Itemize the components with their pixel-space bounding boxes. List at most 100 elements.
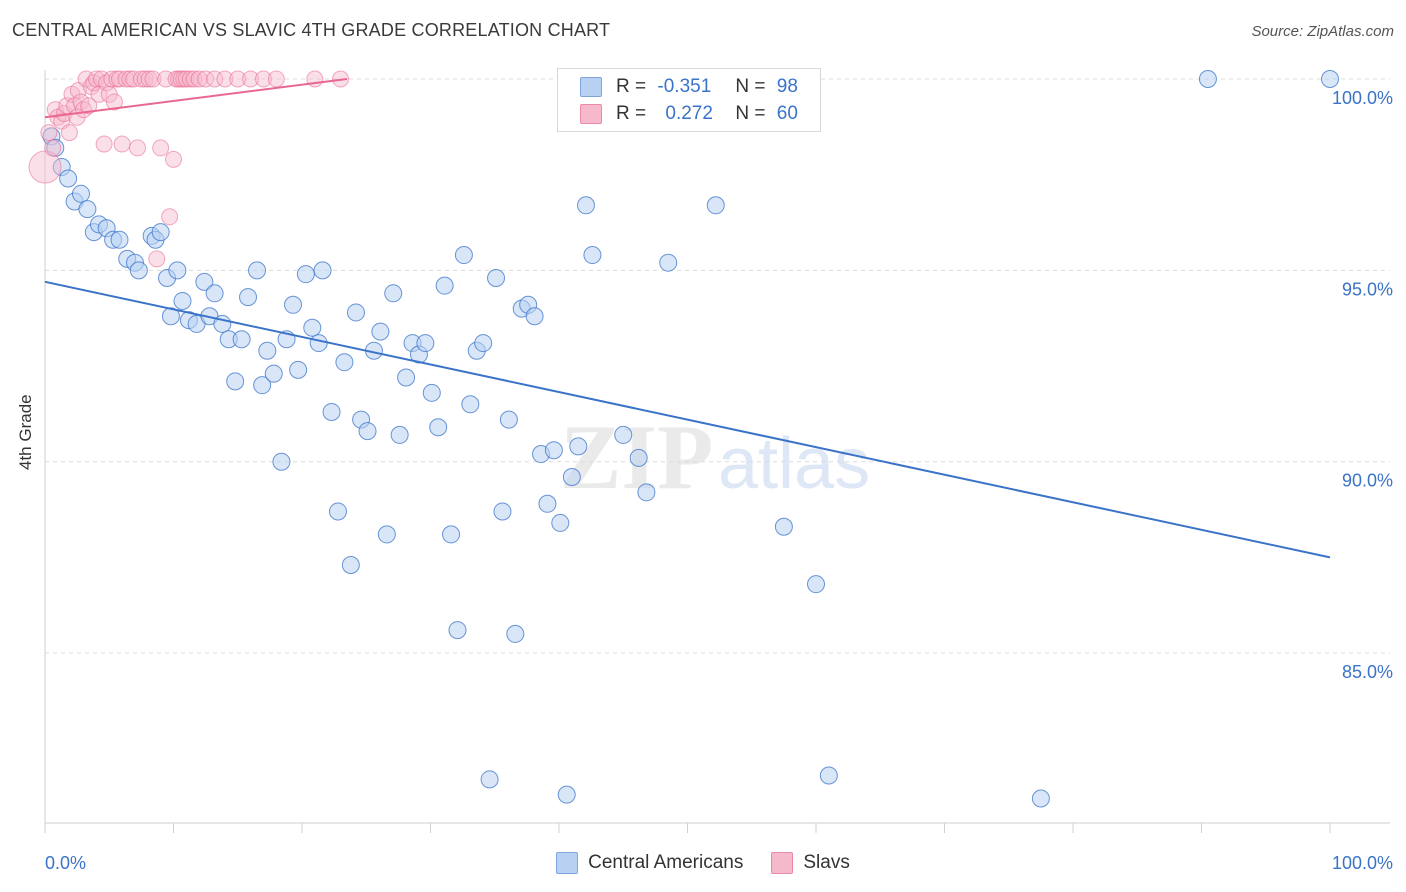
data-point-central-americans	[309, 334, 328, 353]
y-tick-label: 90.0%	[1342, 471, 1393, 491]
y-tick-labels: 100.0% 95.0% 90.0% 85.0%	[1332, 88, 1393, 682]
legend-r-value: 0.272	[665, 103, 713, 124]
legend-item-slavs[interactable]: Slavs	[771, 852, 850, 874]
data-point-central-americans	[313, 261, 332, 280]
legend-swatch-pink	[580, 104, 602, 124]
data-point-central-americans	[576, 196, 595, 215]
data-point-central-americans	[284, 295, 303, 314]
data-point-central-americans	[195, 272, 214, 291]
data-point-central-americans	[551, 513, 570, 532]
data-point-central-americans	[562, 468, 581, 487]
data-point-central-americans	[706, 196, 725, 215]
data-point-central-americans	[442, 525, 461, 544]
data-point-slavs	[105, 93, 123, 111]
data-point-slavs	[197, 70, 215, 88]
legend-label-slavs: Slavs	[803, 852, 850, 873]
legend-r-value: -0.351	[657, 76, 712, 97]
series-central-americans	[42, 70, 1339, 808]
legend-r-label: R =	[616, 103, 647, 124]
data-point-central-americans	[544, 441, 563, 460]
y-tick-label: 95.0%	[1342, 279, 1393, 299]
data-point-central-americans	[525, 307, 544, 326]
data-point-central-americans	[173, 291, 192, 310]
data-point-slavs	[129, 139, 147, 157]
data-point-central-americans	[296, 265, 315, 284]
legend-n-value: 60	[776, 103, 798, 124]
y-tick-label: 85.0%	[1342, 662, 1393, 682]
data-point-central-americans	[248, 261, 267, 280]
chart-title: CENTRAL AMERICAN VS SLAVIC 4TH GRADE COR…	[12, 20, 611, 40]
data-point-central-americans	[1031, 789, 1050, 808]
data-point-central-americans	[289, 360, 308, 379]
data-point-central-americans	[637, 483, 656, 502]
legend-label-central-americans: Central Americans	[588, 852, 744, 873]
legend-swatch-blue	[580, 77, 602, 97]
data-point-slavs	[190, 70, 208, 88]
data-point-central-americans	[397, 368, 416, 387]
data-point-central-americans	[59, 169, 78, 188]
data-point-central-americans	[819, 766, 838, 785]
legend-n-label: N =	[735, 76, 766, 97]
data-point-slavs	[152, 139, 170, 157]
legend-row-slavs: R = 0.272 N = 60	[580, 102, 798, 126]
source-note: Source: ZipAtlas.com	[1251, 23, 1394, 40]
data-point-central-americans	[538, 494, 557, 513]
legend-n-value: 98	[776, 76, 798, 97]
x-tick-labels: 0.0% 100.0%	[45, 853, 1393, 873]
legend-item-central-americans[interactable]: Central Americans	[556, 852, 743, 874]
data-point-central-americans	[448, 621, 467, 640]
data-point-central-americans	[239, 288, 258, 307]
axes	[44, 70, 1390, 833]
data-point-central-americans	[1321, 70, 1339, 88]
data-point-central-americans	[253, 376, 272, 395]
data-point-central-americans	[493, 502, 512, 521]
data-point-central-americans	[205, 284, 224, 303]
data-point-slavs	[267, 70, 285, 88]
data-point-slavs	[28, 150, 62, 184]
data-point-central-americans	[659, 253, 678, 272]
data-point-slavs	[181, 70, 199, 88]
data-point-central-americans	[341, 556, 360, 575]
series-slavs	[28, 70, 350, 268]
data-point-slavs	[140, 70, 158, 88]
data-point-central-americans	[161, 307, 180, 326]
data-point-slavs	[111, 70, 129, 88]
data-point-slavs	[216, 70, 234, 88]
data-point-slavs	[40, 124, 58, 142]
data-point-central-americans	[232, 330, 251, 349]
data-point-central-americans	[335, 353, 354, 372]
data-point-central-americans	[506, 624, 525, 643]
data-point-central-americans	[1198, 70, 1217, 88]
data-point-slavs	[161, 208, 179, 226]
data-point-slavs	[242, 70, 260, 88]
data-point-central-americans	[480, 770, 499, 789]
data-point-central-americans	[110, 230, 129, 249]
data-point-slavs	[80, 97, 98, 115]
data-point-central-americans	[454, 246, 473, 265]
legend-row-central-americans: R = -0.351 N = 98	[580, 75, 798, 99]
data-point-central-americans	[422, 383, 441, 402]
data-point-central-americans	[151, 223, 170, 242]
y-tick-label: 100.0%	[1332, 88, 1393, 108]
data-point-central-americans	[807, 575, 825, 594]
trendlines	[44, 78, 1331, 559]
data-point-slavs	[185, 70, 203, 88]
data-point-central-americans	[384, 284, 403, 303]
data-point-central-americans	[499, 410, 518, 429]
data-point-slavs	[165, 150, 182, 168]
gridlines	[45, 78, 1390, 654]
data-point-central-americans	[78, 200, 97, 219]
data-point-central-americans	[377, 525, 396, 544]
trendline-central-americans	[44, 280, 1331, 559]
svg-text:atlas: atlas	[718, 424, 870, 504]
data-point-central-americans	[614, 425, 633, 444]
legend-r-label: R =	[616, 76, 647, 97]
data-point-central-americans	[435, 276, 454, 295]
data-point-slavs	[206, 70, 224, 88]
x-tick-label: 0.0%	[45, 853, 86, 873]
data-point-central-americans	[583, 246, 602, 265]
legend-swatch-pink	[771, 852, 794, 874]
series-legend: Central Americans Slavs	[0, 852, 1406, 874]
data-point-central-americans	[474, 334, 493, 353]
